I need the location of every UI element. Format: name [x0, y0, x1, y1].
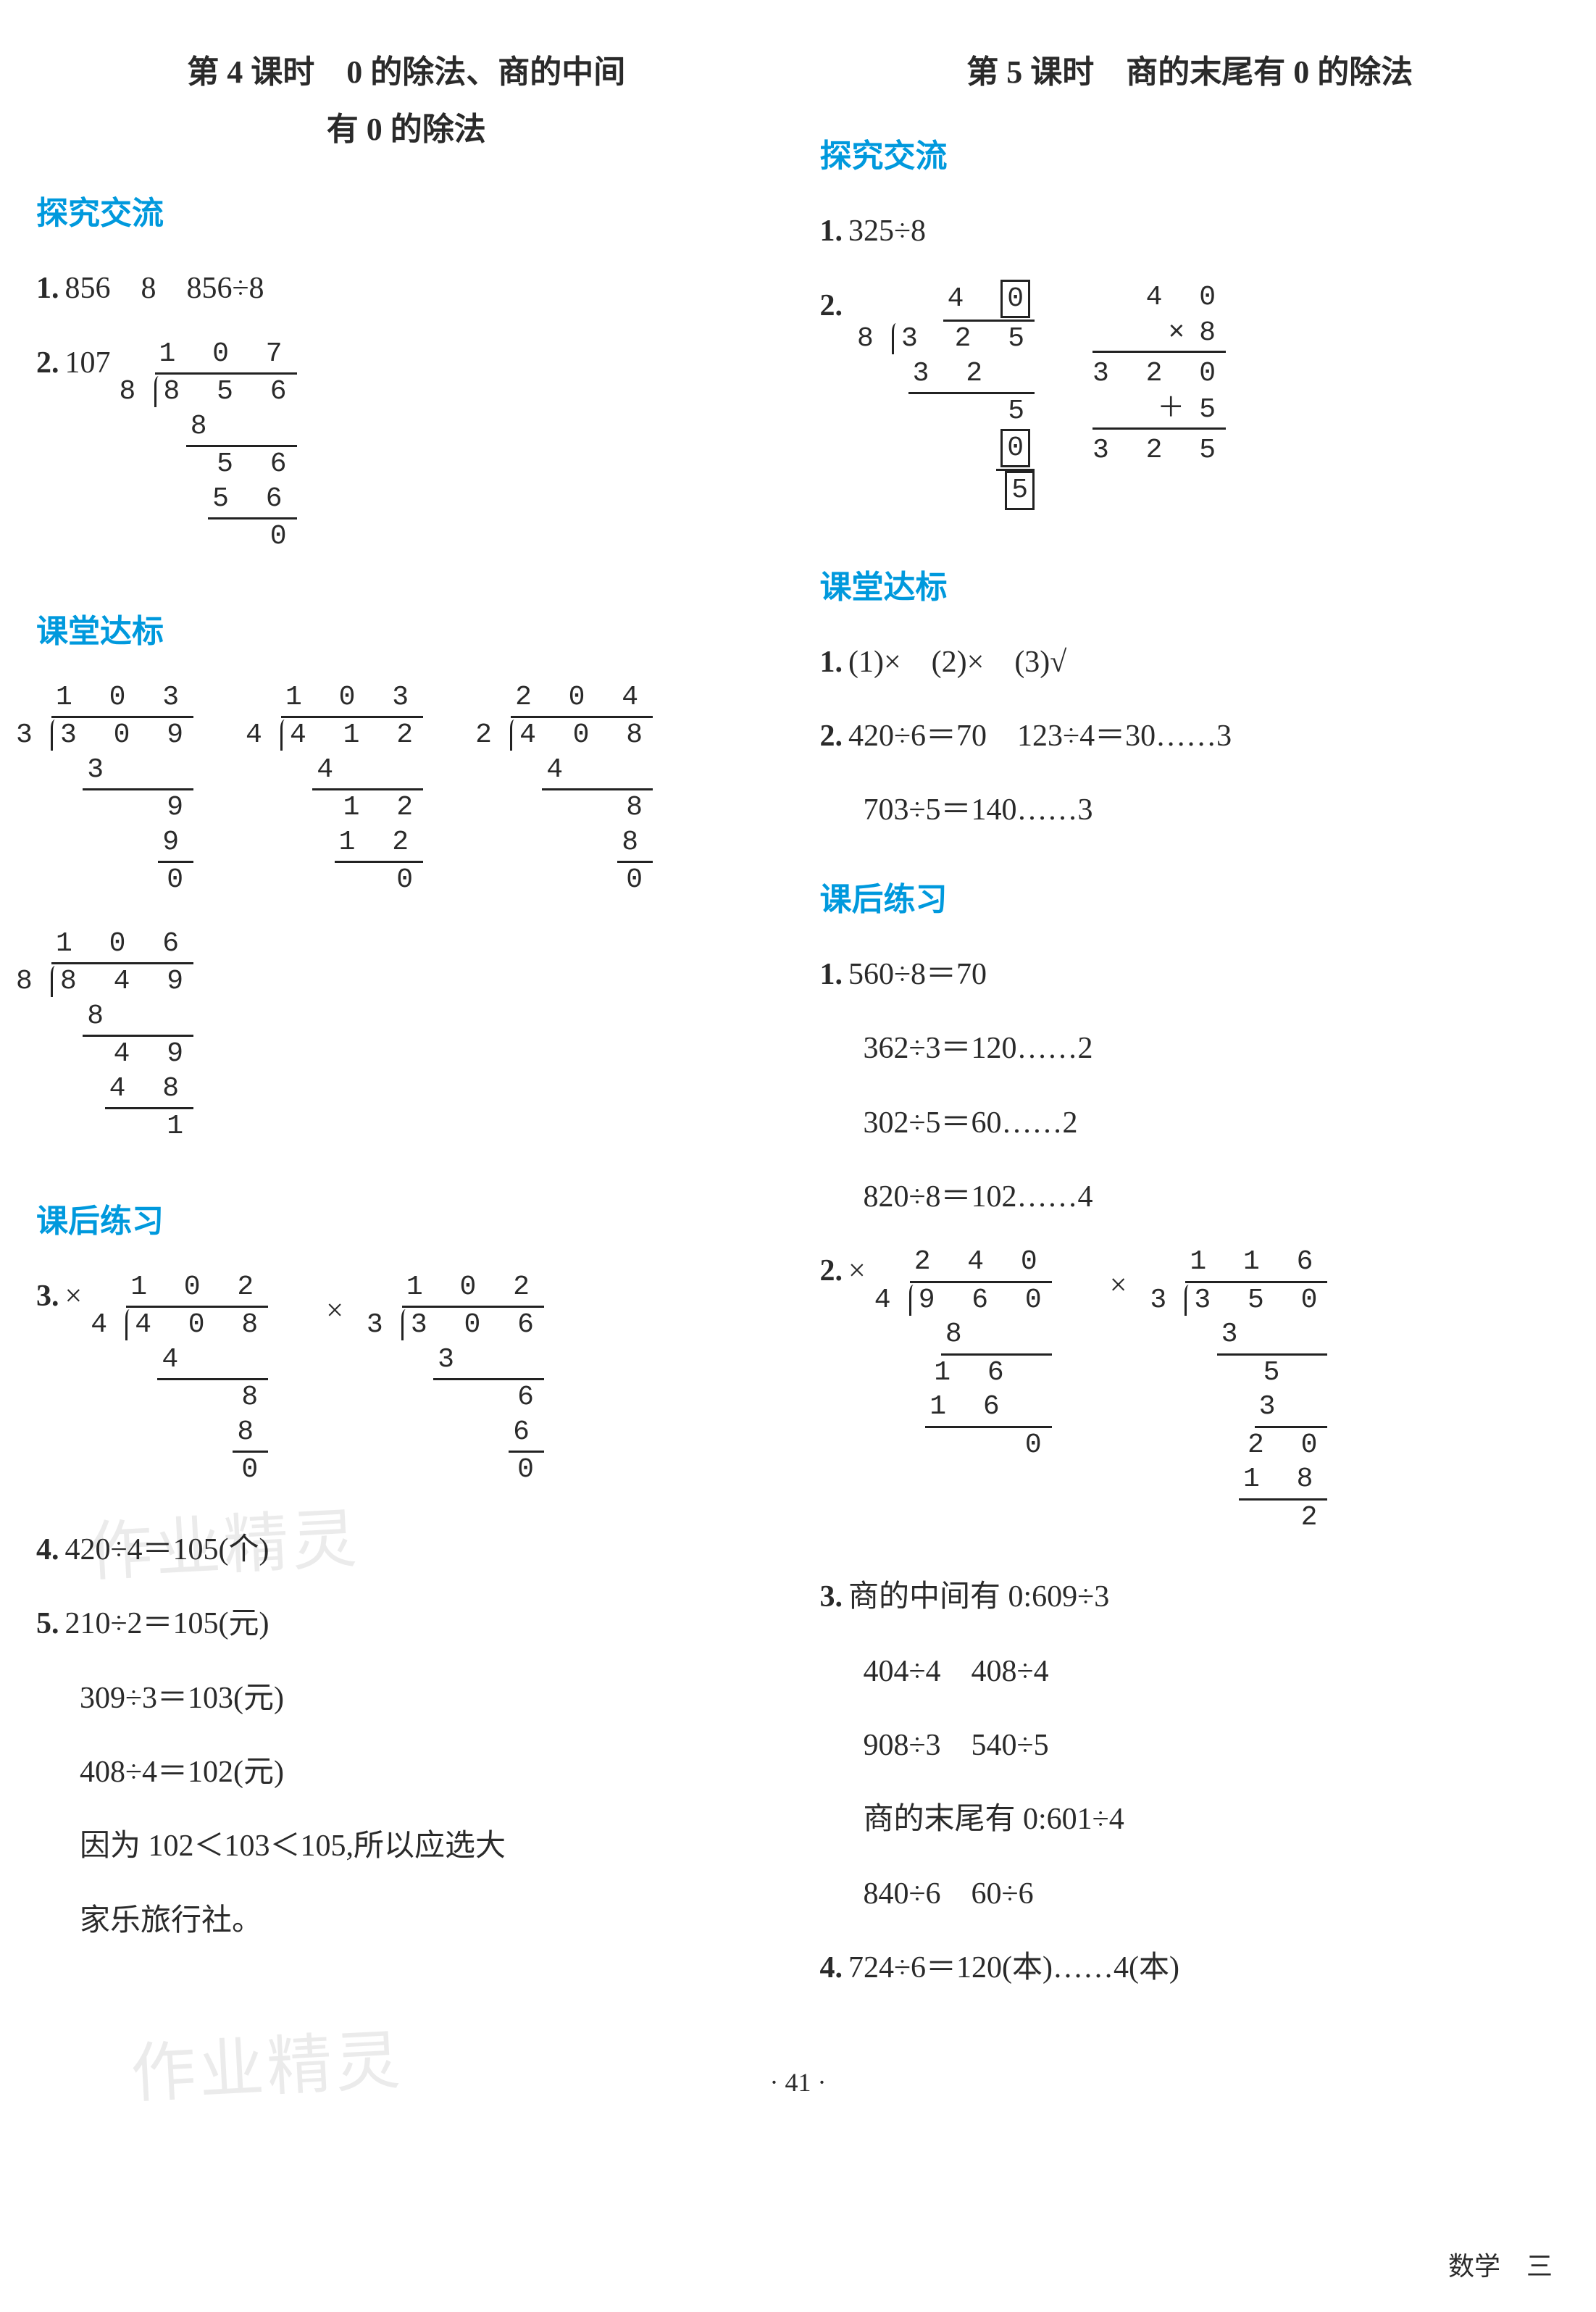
class-divs-row1: 1 0 3 33 0 9 3 9 9 0 1 0 3 44 1 2 4 1 2 …: [36, 673, 777, 919]
page-two-column: 第 4 课时 0 的除法、商的中间 有 0 的除法 探究交流 1.856 8 8…: [36, 43, 1560, 2009]
left-after-q5-1: 5.210÷2＝105(元): [36, 1590, 777, 1657]
q2-answer: 107: [65, 346, 111, 380]
heading-explore-left: 探究交流: [36, 187, 777, 233]
left-after-q4: 4.420÷4＝105(个): [36, 1516, 777, 1583]
page-number: · 41 ·: [36, 2067, 1560, 2098]
longdiv-960-4: 2 4 0 49 6 0 8 1 6 1 6 0: [909, 1245, 1052, 1462]
right-after-q1b: 362÷3＝120……2: [820, 1015, 1561, 1082]
longdiv-350-3: 1 1 6 33 5 0 3 5 3 2 0 1 8 2: [1185, 1245, 1327, 1535]
title-line-2: 有 0 的除法: [36, 101, 777, 158]
right-after-q1c: 302÷5＝60……2: [820, 1090, 1561, 1156]
right-class-q2a: 2.420÷6＝70 123÷4＝30……3: [820, 703, 1561, 769]
right-title: 第 5 课时 商的末尾有 0 的除法: [820, 43, 1561, 101]
left-after-q5-3: 408÷4＝102(元): [36, 1739, 777, 1806]
left-explore-q1: 1.856 8 856÷8: [36, 255, 777, 322]
right-after-q3-5: 840÷6 60÷6: [820, 1861, 1561, 1927]
right-explore-q1: 1.325÷8: [820, 198, 1561, 264]
heading-explore-right: 探究交流: [820, 130, 1561, 176]
heading-after-right: 课后练习: [820, 873, 1561, 919]
longdiv-306-3: 1 0 2 33 0 6 3 6 6 0: [401, 1270, 544, 1487]
x-mark-r2: ×: [1110, 1238, 1127, 1319]
left-after-q5-concl-a: 因为 102＜103＜105,所以应选大: [36, 1813, 777, 1879]
right-after-q4: 4.724÷6＝120(本)……4(本): [820, 1935, 1561, 2001]
right-after-q3-3: 908÷3 540÷5: [820, 1712, 1561, 1779]
right-after-q2: 2.× 2 4 0 49 6 0 8 1 6 1 6 0 × 1 1 6 33 …: [820, 1238, 1561, 1556]
right-explore-q2: 2. 4 0 83 2 5 3 2 5 0 5 4 0 ×8 3 2 0 ＋5 …: [820, 272, 1561, 532]
heading-class-left: 课堂达标: [36, 605, 777, 651]
longdiv-408-4: 1 0 2 44 0 8 4 8 8 0: [125, 1270, 268, 1487]
left-column: 第 4 课时 0 的除法、商的中间 有 0 的除法 探究交流 1.856 8 8…: [36, 43, 777, 2009]
longdiv-309-3: 1 0 3 33 0 9 3 9 9 0: [51, 680, 193, 898]
left-after-q5-2: 309÷3＝103(元): [36, 1665, 777, 1732]
right-class-q1: 1.(1)× (2)× (3)√: [820, 629, 1561, 696]
left-explore-q2: 2.107 1 0 7 88 5 6 8 5 6 5 6 0: [36, 330, 777, 576]
longdiv-412-4: 1 0 3 44 1 2 4 1 2 1 2 0: [280, 680, 423, 898]
vmul-40x8: 4 0 ×8 3 2 0 ＋5 3 2 5: [1092, 280, 1226, 469]
class-divs-row2: 1 0 6 88 4 9 8 4 9 4 8 1: [36, 919, 777, 1166]
right-after-q3-2: 404÷4 408÷4: [820, 1638, 1561, 1705]
longdiv-849-8: 1 0 6 88 4 9 8 4 9 4 8 1: [51, 927, 193, 1144]
left-title: 第 4 课时 0 的除法、商的中间 有 0 的除法: [36, 43, 777, 158]
right-class-q2b: 703÷5＝140……3: [820, 777, 1561, 843]
x-mark-2: ×: [326, 1263, 343, 1344]
heading-class-right: 课堂达标: [820, 561, 1561, 607]
longdiv-325-8: 4 0 83 2 5 3 2 5 0 5: [892, 280, 1035, 510]
footer-right: 数学 三: [1448, 2245, 1553, 2283]
heading-after-left: 课后练习: [36, 1195, 777, 1241]
longdiv-408-2: 2 0 4 24 0 8 4 8 8 0: [510, 680, 653, 898]
longdiv-856-8: 1 0 7 88 5 6 8 5 6 5 6 0: [154, 337, 297, 554]
watermark-2: 作业精灵: [128, 2007, 405, 2116]
left-after-q3: 3.× 1 0 2 44 0 8 4 8 8 0 × 1 0 2 33 0 6 …: [36, 1263, 777, 1509]
right-after-q1a: 1.560÷8＝70: [820, 941, 1561, 1008]
right-after-q1d: 820÷8＝102……4: [820, 1164, 1561, 1230]
left-after-q5-concl-b: 家乐旅行社。: [36, 1887, 777, 1954]
right-column: 第 5 课时 商的末尾有 0 的除法 探究交流 1.325÷8 2. 4 0 8…: [820, 43, 1561, 2009]
title-line-1: 第 4 课时 0 的除法、商的中间: [36, 43, 777, 101]
right-after-q3-1: 3.商的中间有 0:609÷3: [820, 1564, 1561, 1630]
right-after-q3-4: 商的末尾有 0:601÷4: [820, 1786, 1561, 1853]
